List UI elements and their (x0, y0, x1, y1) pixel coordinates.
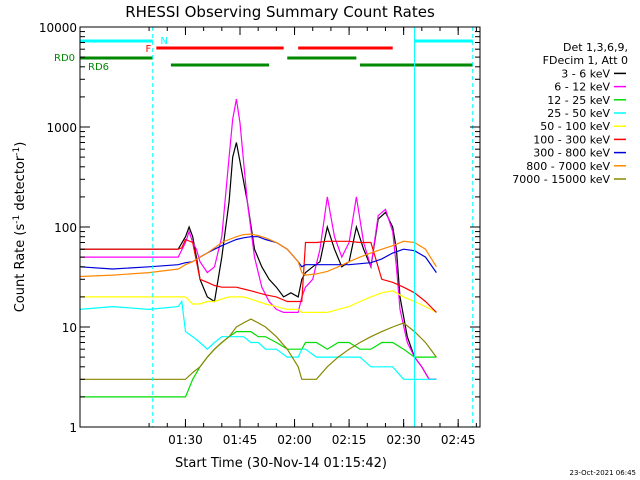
series-line-4 (80, 290, 437, 313)
x-axis-label: Start Time (30-Nov-14 01:15:42) (175, 456, 387, 471)
x-tick-label-0: 01:30 (168, 433, 203, 447)
x-tick-label-1: 01:45 (223, 433, 258, 447)
series-line-0 (80, 142, 437, 380)
x-tick-label-5: 02:45 (441, 433, 476, 447)
series-line-1 (80, 98, 437, 380)
legend-label-8: 7000 - 15000 keV (512, 173, 610, 186)
plot-frame (79, 26, 481, 428)
legend-header-0: Det 1,3,6,9, (563, 41, 628, 54)
x-tick-label-3: 02:15 (332, 433, 367, 447)
series-line-3 (80, 299, 437, 380)
legend-header-1: FDecim 1, Att 0 (543, 54, 628, 67)
series-line-8 (80, 318, 437, 380)
chart-title: RHESSI Observing Summary Count Rates (125, 3, 435, 21)
legend-label-6: 300 - 800 keV (533, 147, 610, 160)
y-tick-label-4: 10000 (39, 21, 77, 35)
timestamp: 23-Oct-2021 06:45 (570, 469, 636, 477)
legend-label-0: 3 - 6 keV (561, 67, 610, 80)
legend-label-2: 12 - 25 keV (547, 94, 610, 107)
legend-label-4: 50 - 100 keV (540, 120, 610, 133)
flag-label-3: RD6 (88, 62, 109, 73)
y-tick-label-2: 100 (54, 221, 77, 235)
y-tick-label-1: 10 (62, 321, 77, 335)
flag-label-2: RD0 (54, 53, 75, 64)
series-line-7 (80, 233, 437, 278)
series-line-6 (80, 236, 437, 273)
legend-label-7: 800 - 7000 keV (526, 160, 610, 173)
flag-label-0: N (160, 36, 167, 47)
legend-label-3: 25 - 50 keV (547, 107, 610, 120)
y-tick-label-3: 1000 (46, 121, 77, 135)
x-tick-label-2: 02:00 (277, 433, 312, 447)
legend-label-5: 100 - 300 keV (533, 133, 610, 146)
y-axis-label: Count Rate (s-1 detector-1) (12, 142, 28, 313)
series-line-2 (80, 331, 437, 398)
y-tick-label-0: 1 (69, 421, 77, 435)
flag-label-1: F (145, 44, 151, 55)
legend-label-1: 6 - 12 keV (554, 81, 610, 94)
x-tick-label-4: 02:30 (386, 433, 421, 447)
